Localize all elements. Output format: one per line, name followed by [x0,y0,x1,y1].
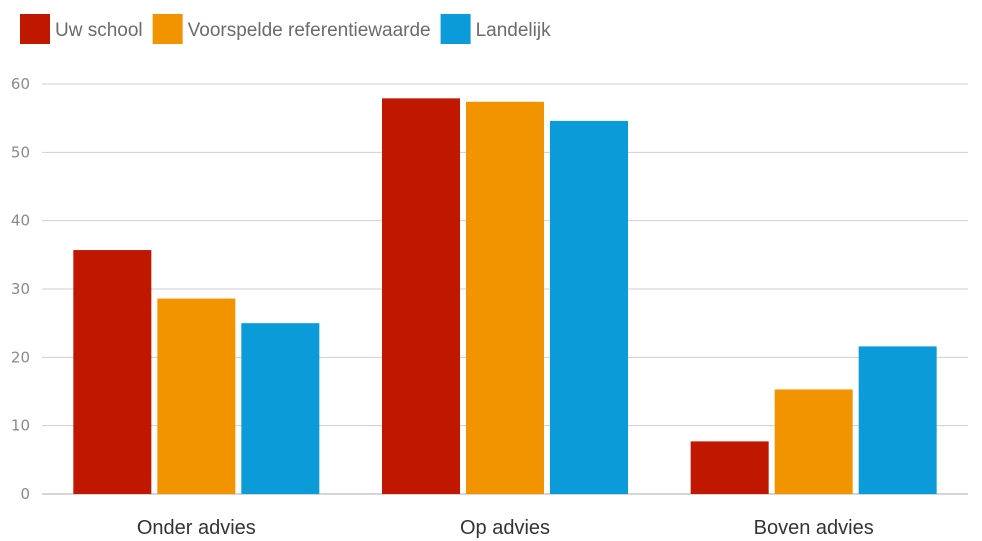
legend: Uw school Voorspelde referentiewaarde Land… [20,14,551,44]
x-axis: Onder advies Op advies Boven advies [137,517,874,539]
y-tick-label: 30 [11,280,30,298]
legend-swatch [440,14,471,44]
x-category-label: Op advies [460,517,550,539]
legend-label: Landelijk [476,20,551,41]
x-category-label: Boven advies [754,517,874,539]
legend-item-uw-school: Uw school [20,14,143,44]
legend-swatch [20,14,50,44]
x-category-label: Onder advies [137,517,256,539]
bar-onder-advies-uw-school [73,250,152,494]
bar-op-advies-voorspelde-referentiewaarde [466,101,544,495]
bar-onder-advies-landelijk [241,323,320,494]
bars [73,98,937,495]
legend-swatch [152,14,183,44]
bar-boven-advies-uw-school [690,441,769,494]
legend-label: Voorspelde referentiewaarde [188,20,431,41]
legend-label: Uw school [55,20,143,41]
y-tick-label: 50 [11,143,30,161]
bar-op-advies-landelijk [550,120,628,495]
y-tick-label: 10 [11,417,30,435]
y-axis: 0 10 20 30 40 50 60 [11,75,30,503]
legend-item-landelijk: Landelijk [440,14,551,44]
y-tick-label: 60 [11,75,30,93]
bar-boven-advies-landelijk [858,346,937,494]
bar-boven-advies-voorspelde-referentiewaarde [774,389,853,494]
y-tick-label: 20 [11,348,30,366]
legend-item-voorspelde-referentiewaarde: Voorspelde referentiewaarde [152,14,431,44]
y-tick-label: 40 [11,212,30,230]
bar-onder-advies-voorspelde-referentiewaarde [157,298,236,494]
y-tick-label: 0 [20,485,30,503]
bar-op-advies-uw-school [382,98,460,494]
